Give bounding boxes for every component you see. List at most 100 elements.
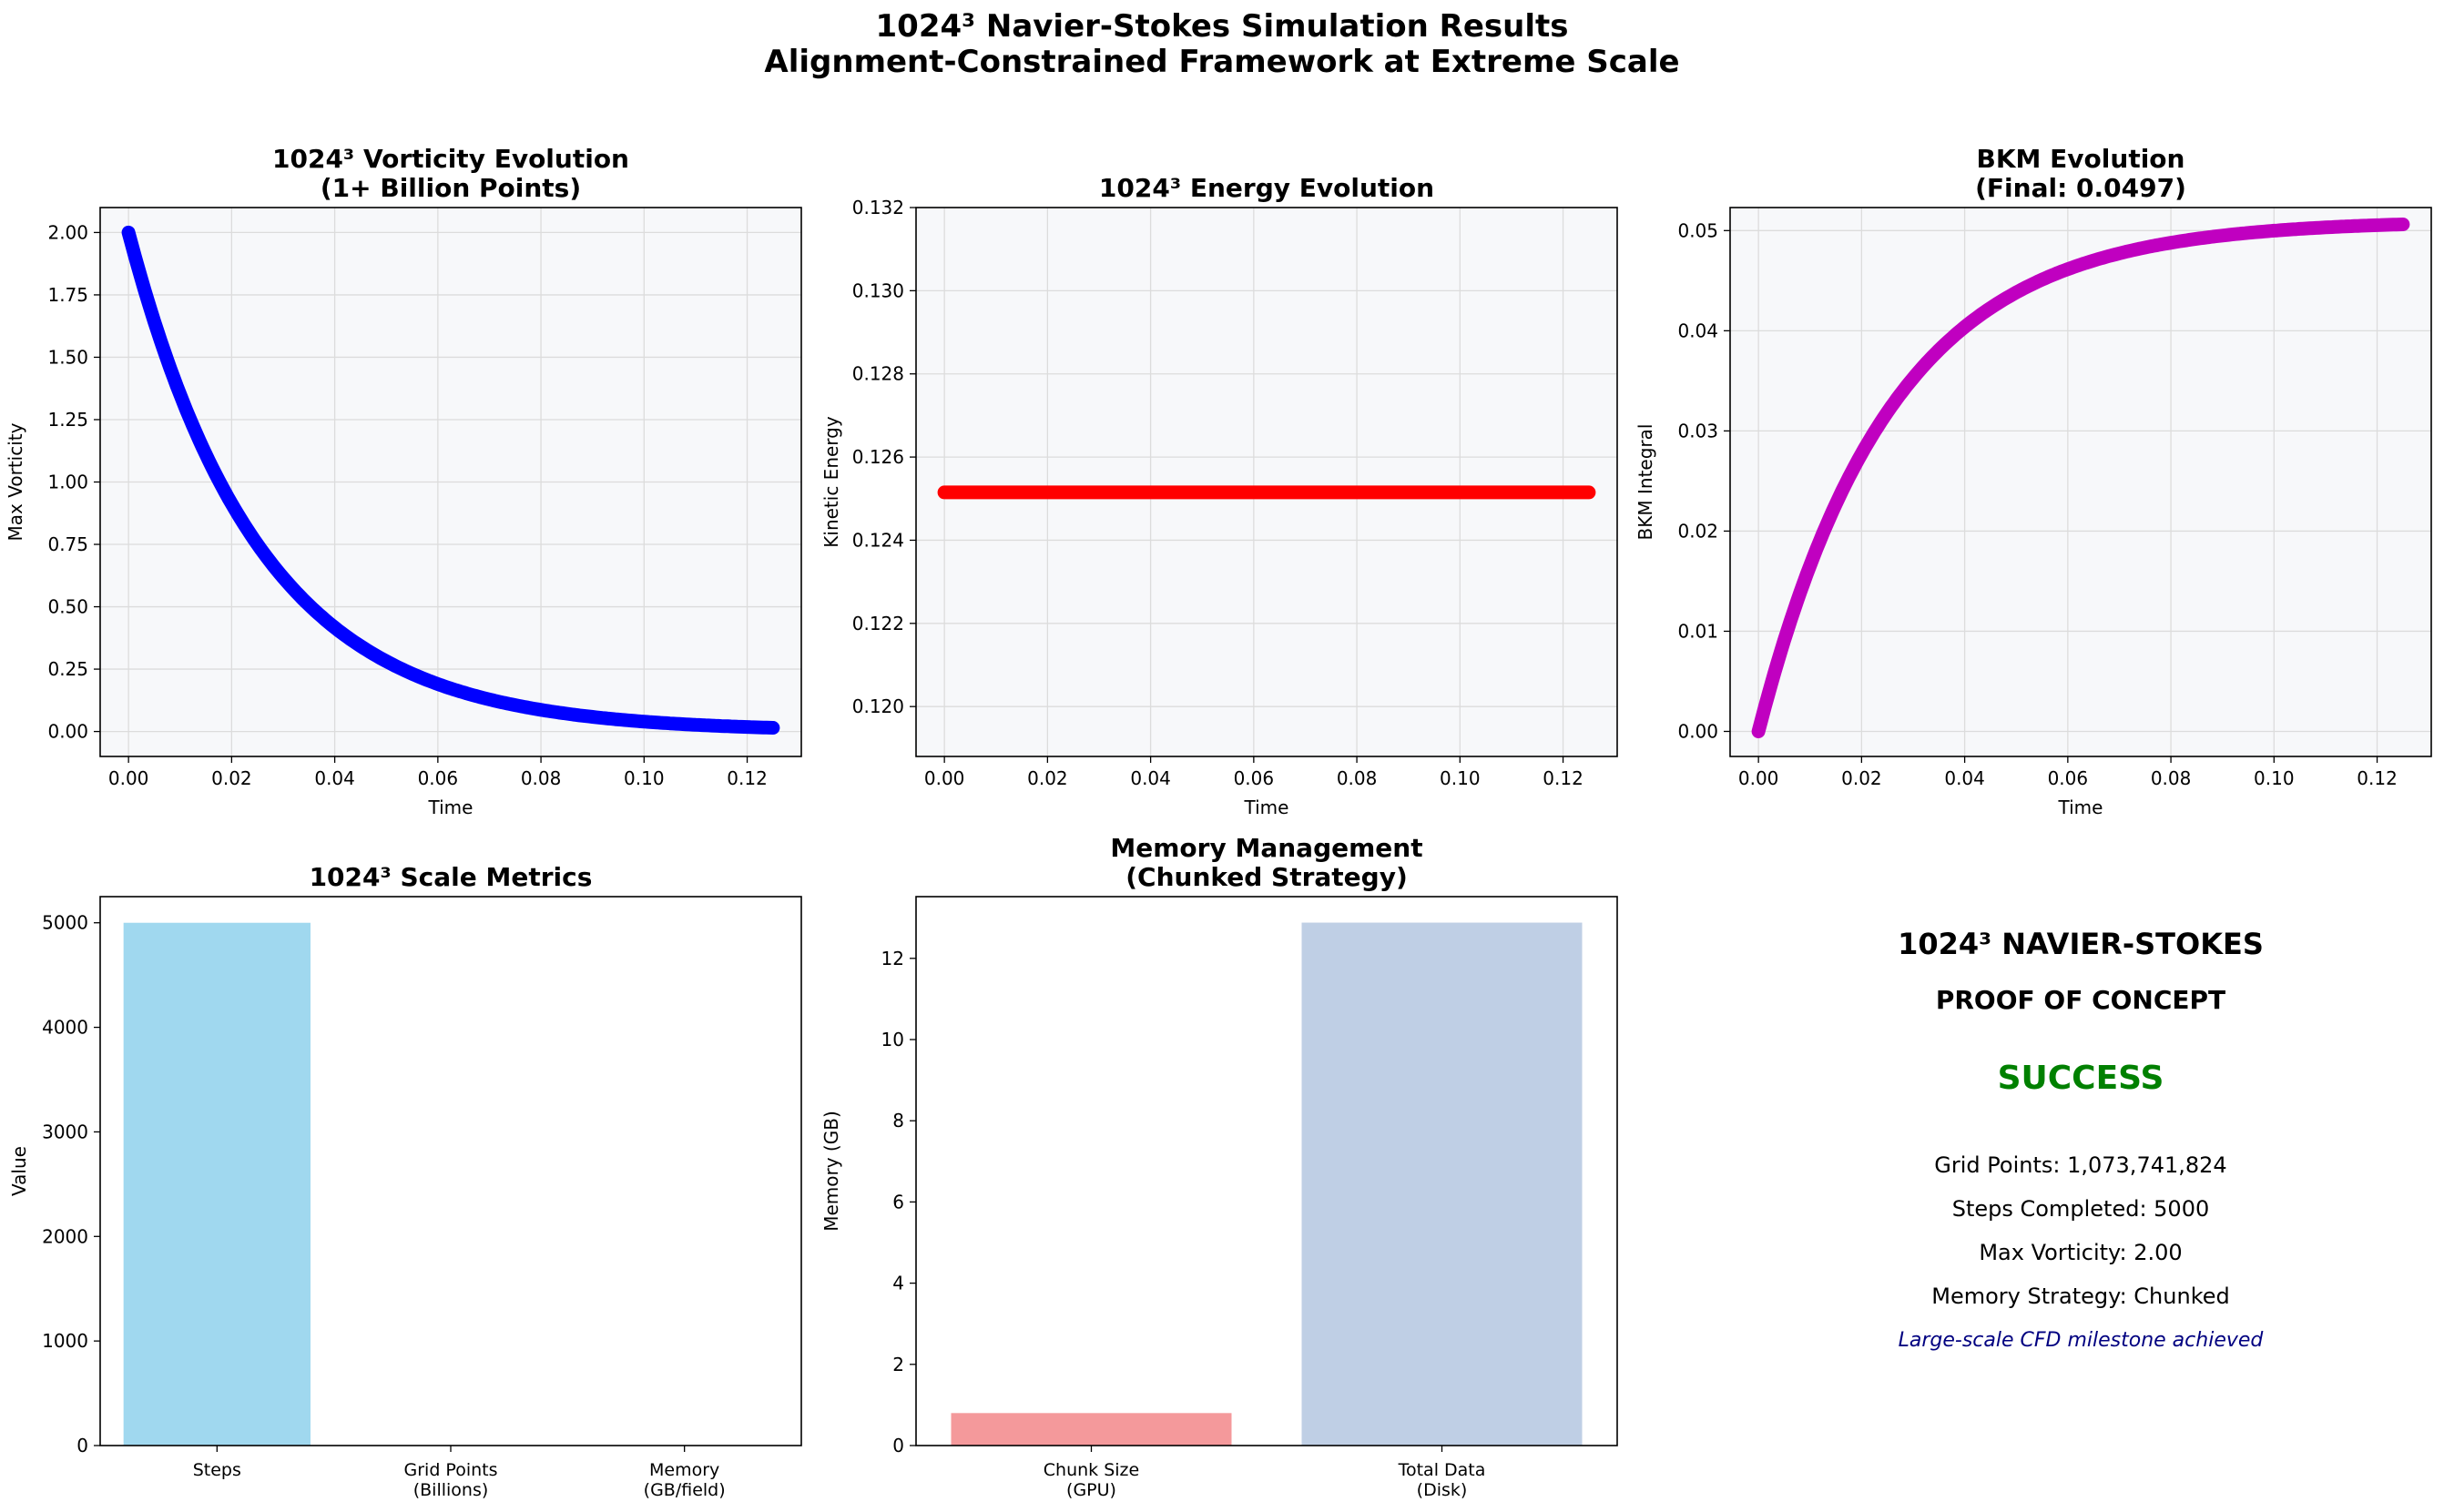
x-tick-label: Total Data xyxy=(1398,1460,1486,1480)
axes-frame xyxy=(99,207,802,757)
x-tick-label: 0.08 xyxy=(1337,767,1378,789)
y-tick-label: 1.25 xyxy=(47,409,88,431)
bar xyxy=(123,922,311,1446)
energy-panel: 0.00 0.02 0.04 0.06 0.08 0.10 0.12 Time 0.120 0.1… xyxy=(820,173,1618,818)
y-tick-label: 0.128 xyxy=(852,363,904,385)
y-tick-label: 10 xyxy=(881,1029,904,1050)
x-axis-label: Time xyxy=(428,797,474,818)
y-tick-label: 1.50 xyxy=(47,346,88,368)
x-tick-label: Memory xyxy=(649,1460,719,1480)
x-tick-label: 0.00 xyxy=(924,767,965,789)
x-tick-label: 0.08 xyxy=(521,767,562,789)
summary-panel: 1024³ NAVIER-STOKES PROOF OF CONCEPT SUC… xyxy=(1898,927,2264,1352)
y-tick-label: 0.124 xyxy=(852,529,904,551)
x-axis-label: Time xyxy=(1244,797,1289,818)
x-tick-label: (GPU) xyxy=(1066,1480,1116,1500)
y-tick-label: 0.132 xyxy=(852,197,904,218)
x-tick-label: 0.04 xyxy=(1944,767,1985,789)
y-axis-label: Value xyxy=(8,1146,30,1196)
x-tick-label: 0.00 xyxy=(108,767,149,789)
chart-title: (1+ Billion Points) xyxy=(321,173,581,203)
y-tick-label: 8 xyxy=(892,1110,904,1131)
y-tick-label: 0.122 xyxy=(852,613,904,634)
y-axis-label: Max Vorticity xyxy=(5,422,26,541)
x-tick-label: 0.12 xyxy=(727,767,768,789)
x-tick-label: 0.10 xyxy=(624,767,665,789)
x-tick-label: (GB/field) xyxy=(644,1480,726,1500)
axes-frame xyxy=(915,896,1618,1446)
chart-title: 1024³ Energy Evolution xyxy=(1099,173,1434,203)
bar xyxy=(1301,922,1583,1446)
x-tick-label: 0.12 xyxy=(1543,767,1584,789)
x-tick-label: 0.06 xyxy=(1234,767,1275,789)
axes-frame xyxy=(1729,207,2432,757)
x-tick-label: 0.02 xyxy=(1027,767,1068,789)
y-tick-label: 6 xyxy=(892,1191,904,1213)
summary-line: Grid Points: 1,073,741,824 xyxy=(1934,1152,2226,1178)
x-tick-label: 0.02 xyxy=(1841,767,1882,789)
y-tick-label: 1.75 xyxy=(47,284,88,306)
summary-subheading: PROOF OF CONCEPT xyxy=(1936,985,2225,1015)
summary-note: Large-scale CFD milestone achieved xyxy=(1899,1329,2265,1352)
series-line xyxy=(121,225,780,735)
y-tick-label: 5000 xyxy=(42,912,88,934)
x-tick-label: 0.04 xyxy=(1130,767,1171,789)
y-tick-label: 2 xyxy=(892,1354,904,1375)
chart-title: Memory Management xyxy=(1110,833,1422,863)
series-line xyxy=(1751,218,2410,738)
chart-title: BKM Evolution xyxy=(1977,144,2185,174)
x-axis-label: Time xyxy=(2058,797,2103,818)
summary-heading: 1024³ NAVIER-STOKES xyxy=(1898,927,2264,961)
x-tick-label: 0.10 xyxy=(2254,767,2295,789)
summary-line: Max Vorticity: 2.00 xyxy=(1979,1240,2182,1265)
chart-title: 1024³ Vorticity Evolution xyxy=(272,144,629,174)
y-axis-label: Kinetic Energy xyxy=(820,416,842,548)
memory-panel: Chunk Size(GPU) Total Data(Disk) 0 2 4 6 8 10 12… xyxy=(820,833,1618,1500)
y-tick-label: 0.02 xyxy=(1677,520,1718,542)
y-tick-label: 0.75 xyxy=(47,533,88,555)
chart-title: (Chunked Strategy) xyxy=(1125,862,1408,892)
vorticity-panel: 0.00 0.02 0.04 0.06 0.08 0.10 0.12 Time 0.00 0.25… xyxy=(5,144,802,818)
x-tick-label: 0.02 xyxy=(211,767,252,789)
summary-status: SUCCESS xyxy=(1998,1060,2164,1097)
y-tick-label: 0.04 xyxy=(1677,320,1718,341)
y-tick-label: 2.00 xyxy=(47,221,88,243)
y-tick-label: 0.00 xyxy=(1677,720,1718,742)
chart-title: (Final: 0.0497) xyxy=(1975,173,2186,203)
x-tick-label: 0.06 xyxy=(418,767,459,789)
y-tick-label: 0.50 xyxy=(47,596,88,618)
y-tick-label: 1000 xyxy=(42,1330,88,1352)
x-tick-label: 0.04 xyxy=(314,767,355,789)
y-tick-label: 2000 xyxy=(42,1225,88,1247)
y-tick-label: 0.25 xyxy=(47,658,88,680)
summary-line: Steps Completed: 5000 xyxy=(1952,1196,2209,1222)
y-tick-label: 0 xyxy=(76,1435,88,1456)
bar xyxy=(951,1413,1232,1446)
bkm-panel: 0.00 0.02 0.04 0.06 0.08 0.10 0.12 Time 0.00 0.01… xyxy=(1634,144,2432,818)
y-tick-label: 0.126 xyxy=(852,446,904,468)
chart-title: 1024³ Scale Metrics xyxy=(310,862,593,892)
y-tick-label: 0.120 xyxy=(852,695,904,717)
scale-metrics-panel: Steps Grid Points(Billions) Memory(GB/fiel… xyxy=(8,862,802,1500)
plot-area xyxy=(916,208,1617,756)
figure-subtitle: Alignment-Constrained Framework at Extre… xyxy=(764,44,1679,80)
y-tick-label: 0.05 xyxy=(1677,219,1718,241)
summary-line: Memory Strategy: Chunked xyxy=(1931,1284,2229,1309)
x-tick-label: 0.08 xyxy=(2151,767,2192,789)
y-tick-label: 4 xyxy=(892,1273,904,1294)
y-tick-label: 0.01 xyxy=(1677,620,1718,642)
x-tick-label: Steps xyxy=(193,1460,241,1480)
y-tick-label: 0.03 xyxy=(1677,420,1718,441)
y-tick-label: 0 xyxy=(892,1435,904,1456)
x-tick-label: 0.10 xyxy=(1440,767,1481,789)
y-tick-label: 1.00 xyxy=(47,472,88,493)
y-tick-label: 12 xyxy=(881,948,904,969)
y-axis-label: BKM Integral xyxy=(1634,424,1656,541)
x-tick-label: 0.06 xyxy=(2048,767,2089,789)
y-tick-label: 0.130 xyxy=(852,279,904,301)
plot-area xyxy=(1730,208,2431,756)
y-tick-label: 4000 xyxy=(42,1017,88,1039)
x-tick-label: Chunk Size xyxy=(1044,1460,1139,1480)
x-tick-label: 0.12 xyxy=(2357,767,2398,789)
